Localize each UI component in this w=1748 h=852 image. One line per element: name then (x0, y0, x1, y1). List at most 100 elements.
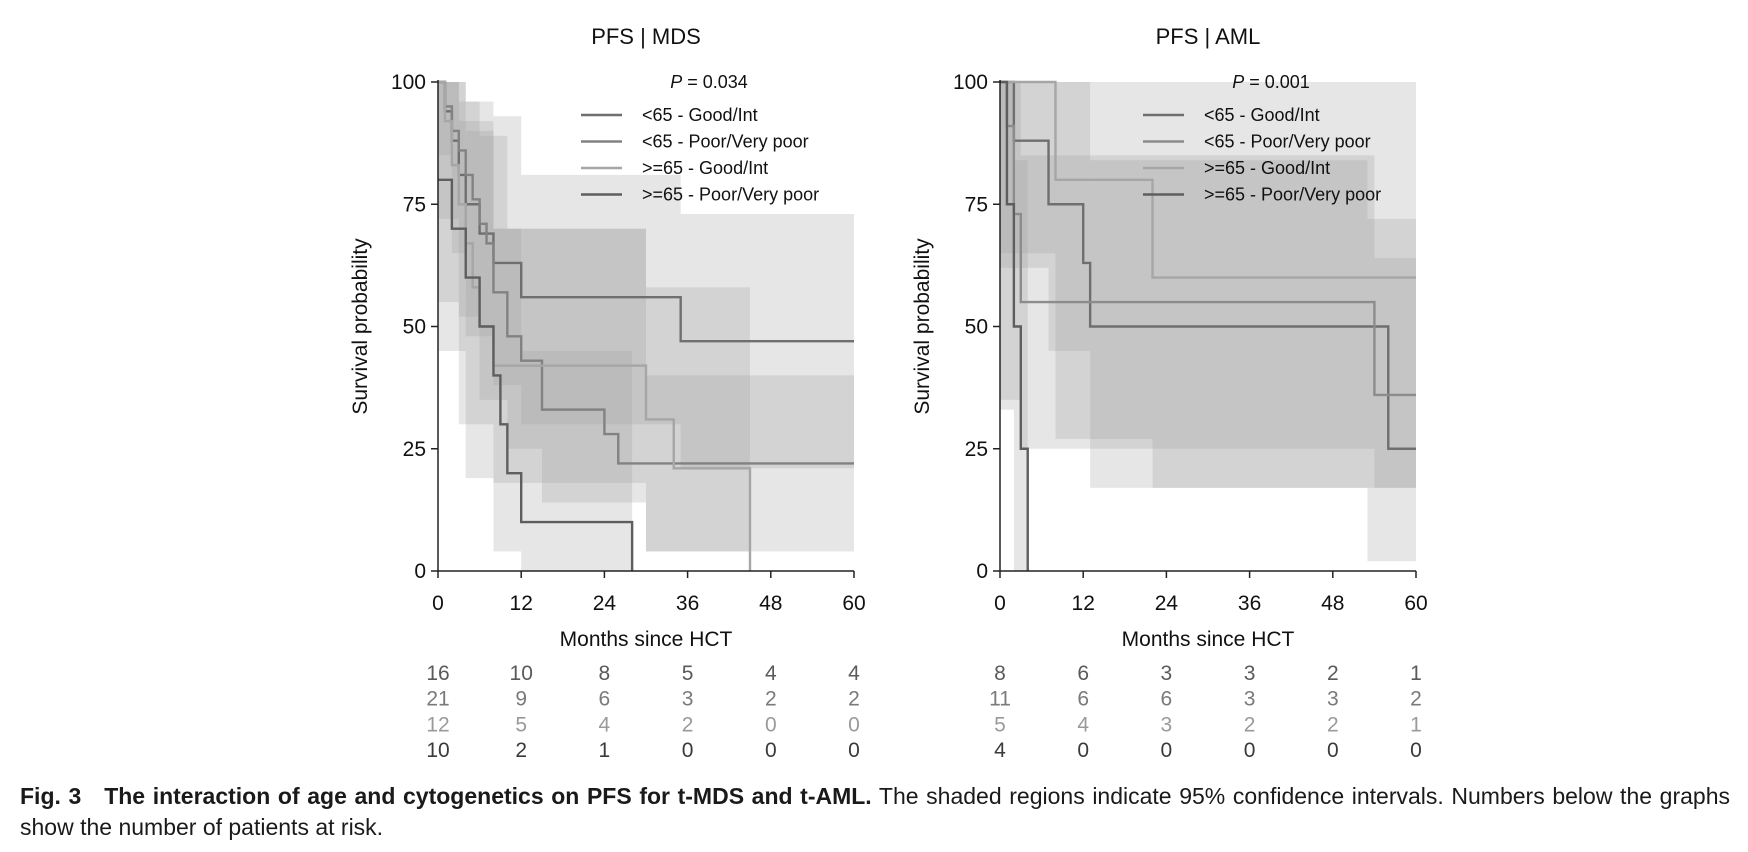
at-risk-value: 0 (1161, 739, 1173, 760)
x-axis-label: Months since HCT (1122, 628, 1295, 651)
ci-band (1000, 82, 1014, 410)
legend-label-1: <65 - Good/Int (642, 105, 758, 125)
at-risk-value: 3 (682, 688, 694, 711)
at-risk-table: 16 10 8 5 4 421 9 6 3 2 212 5 4 2 0 010 2 1 0 0 0 (426, 662, 860, 760)
at-risk-value: 8 (994, 662, 1006, 685)
legend: <65 - Good/Int <65 - Poor/Very poor >=65 -… (1143, 105, 1381, 205)
at-risk-value: 2 (515, 739, 527, 760)
at-risk-value: 5 (994, 713, 1006, 736)
at-risk-value: 2 (1410, 688, 1422, 711)
at-risk-value: 21 (426, 688, 449, 711)
at-risk-value: 16 (426, 662, 449, 685)
x-tick-label: 12 (1072, 592, 1095, 615)
at-risk-value: 2 (1244, 713, 1256, 736)
y-tick-label: 50 (403, 316, 426, 339)
x-tick-label: 24 (593, 592, 617, 615)
y-axis-label: Survival probability (349, 238, 372, 415)
legend-label-3: >=65 - Good/Int (1204, 158, 1330, 178)
at-risk-value: 3 (1244, 688, 1256, 711)
legend-label-4: >=65 - Poor/Very poor (1204, 185, 1381, 205)
at-risk-value: 10 (426, 739, 449, 760)
y-tick-label: 50 (965, 316, 988, 339)
at-risk-value: 3 (1244, 662, 1256, 685)
at-risk-value: 5 (515, 713, 527, 736)
km-curve-3 (1000, 80, 1416, 279)
at-risk-value: 5 (682, 662, 694, 685)
at-risk-value: 1 (1410, 713, 1422, 736)
at-risk-value: 0 (848, 739, 860, 760)
at-risk-table: 8 6 3 3 2 111 6 6 3 3 25 4 3 2 2 14 0 0 0 0 0 (989, 662, 1422, 760)
at-risk-value: 2 (682, 713, 694, 736)
legend-label-1: <65 - Good/Int (1204, 105, 1320, 125)
ci-band (1090, 160, 1368, 488)
x-tick-label: 12 (510, 592, 533, 615)
legend: <65 - Good/Int <65 - Poor/Very poor >=65 -… (581, 105, 819, 205)
at-risk-value: 4 (848, 662, 860, 685)
ci-band (1000, 82, 1056, 254)
y-tick-label: 25 (965, 438, 988, 461)
caption-fig-label: Fig. 3 (20, 783, 82, 809)
at-risk-value: 0 (848, 713, 860, 736)
at-risk-value: 4 (994, 739, 1006, 760)
at-risk-value: 2 (848, 688, 860, 711)
at-risk-value: 10 (510, 662, 533, 685)
y-tick-label: 0 (414, 560, 426, 583)
ci-band (521, 174, 681, 425)
legend-label-4: >=65 - Poor/Very poor (642, 185, 819, 205)
y-axis-label: Survival probability (911, 238, 934, 415)
at-risk-value: 1 (599, 739, 611, 760)
y-tick-label: 75 (965, 193, 988, 216)
at-risk-value: 2 (1327, 713, 1339, 736)
ci-band (493, 116, 522, 386)
ci-band (493, 228, 646, 483)
at-risk-value: 11 (989, 688, 1011, 711)
x-tick-label: 36 (1238, 592, 1261, 615)
y-tick-label: 100 (391, 71, 426, 94)
at-risk-value: 4 (765, 662, 777, 685)
at-risk-value: 3 (1161, 713, 1173, 736)
y-tick-label: 25 (403, 438, 426, 461)
at-risk-value: 0 (1410, 739, 1422, 760)
ci-band (1152, 82, 1416, 488)
legend-label-3: >=65 - Good/Int (642, 158, 768, 178)
at-risk-value: 8 (599, 662, 611, 685)
at-risk-value: 0 (682, 739, 694, 760)
chart-title: PFS | AML (1156, 24, 1261, 49)
at-risk-value: 0 (1327, 739, 1339, 760)
figure-caption: Fig. 3 The interaction of age and cytoge… (20, 781, 1730, 843)
y-tick-label: 0 (976, 560, 988, 583)
at-risk-value: 0 (765, 713, 777, 736)
at-risk-value: 6 (1077, 688, 1089, 711)
x-tick-label: 48 (1321, 592, 1344, 615)
at-risk-value: 12 (426, 713, 449, 736)
x-tick-label: 0 (994, 592, 1006, 615)
km-curve-4 (1000, 80, 1029, 571)
x-tick-label: 60 (1404, 592, 1427, 615)
x-tick-label: 60 (842, 592, 865, 615)
at-risk-value: 6 (1077, 662, 1089, 685)
at-risk-value: 0 (765, 739, 777, 760)
at-risk-value: 2 (1327, 662, 1339, 685)
y-tick-label: 100 (953, 71, 988, 94)
km-curve-2 (438, 80, 854, 465)
at-risk-value: 4 (1077, 713, 1089, 736)
at-risk-value: 3 (1327, 688, 1339, 711)
at-risk-value: 1 (1410, 662, 1422, 685)
ci-band (521, 350, 633, 571)
at-risk-value: 6 (599, 688, 611, 711)
ci-band (438, 82, 459, 219)
y-tick-label: 75 (403, 193, 426, 216)
at-risk-value: 9 (515, 688, 527, 711)
x-tick-label: 24 (1155, 592, 1179, 615)
ci-band (507, 228, 542, 449)
at-risk-value: 4 (599, 713, 611, 736)
caption-title: The interaction of age and cytogenetics … (104, 783, 872, 809)
x-tick-label: 48 (759, 592, 782, 615)
x-tick-label: 36 (676, 592, 699, 615)
ci-band (458, 101, 480, 317)
at-risk-value: 3 (1161, 662, 1173, 685)
at-risk-value: 2 (765, 688, 777, 711)
